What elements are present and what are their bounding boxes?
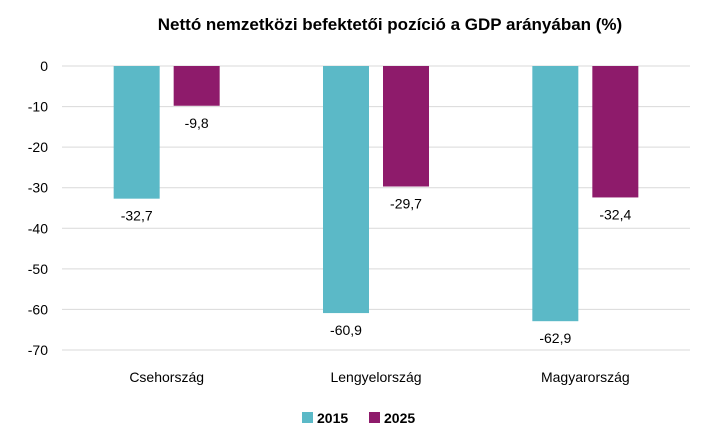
y-tick-label: -50 [28, 261, 48, 277]
y-tick-label: -70 [28, 342, 48, 358]
x-tick-label: Csehország [129, 369, 204, 385]
legend-label: 2025 [384, 410, 415, 426]
legend-label: 2015 [317, 410, 348, 426]
bar-2015-1 [323, 66, 369, 314]
bar-2025-0 [173, 66, 220, 106]
bar-2025-2 [592, 66, 639, 198]
data-label: -32,4 [599, 206, 631, 222]
bar-2015-2 [532, 66, 579, 322]
bar-2025-1 [383, 66, 429, 187]
legend-swatch [369, 412, 380, 423]
y-tick-label: -20 [28, 139, 48, 155]
y-tick-label: 0 [40, 58, 48, 74]
data-label: -9,8 [185, 115, 209, 131]
chart-title: Nettó nemzetközi befektetői pozíció a GD… [158, 15, 622, 34]
data-label: -60,9 [330, 322, 362, 338]
y-tick-label: -40 [28, 220, 48, 236]
y-tick-label: -30 [28, 180, 48, 196]
bar-2015-0 [113, 66, 160, 199]
y-tick-label: -10 [28, 99, 48, 115]
x-tick-label: Lengyelország [330, 369, 421, 385]
y-tick-label: -60 [28, 301, 48, 317]
data-label: -32,7 [121, 208, 153, 224]
legend-swatch [302, 412, 313, 423]
x-tick-label: Magyarország [541, 369, 630, 385]
data-label: -29,7 [390, 195, 422, 211]
data-label: -62,9 [539, 330, 571, 346]
